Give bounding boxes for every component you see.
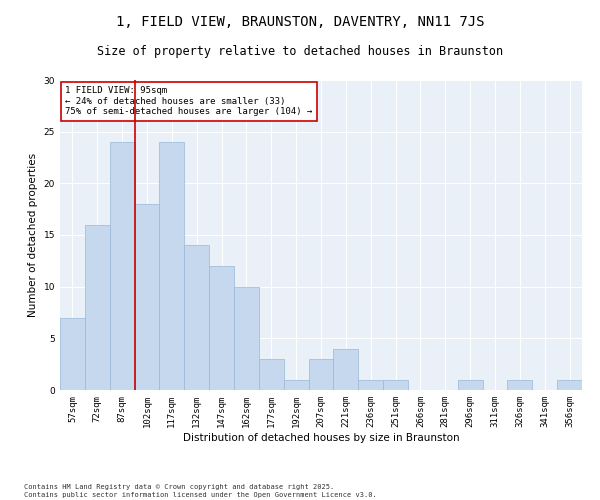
Bar (358, 380, 383, 390)
Bar (259, 359, 284, 390)
Bar (508, 380, 532, 390)
Bar (458, 380, 482, 390)
Bar (160, 142, 184, 390)
Bar (334, 348, 358, 390)
Bar (557, 380, 582, 390)
Text: 1 FIELD VIEW: 95sqm
← 24% of detached houses are smaller (33)
75% of semi-detach: 1 FIELD VIEW: 95sqm ← 24% of detached ho… (65, 86, 313, 116)
Text: Contains HM Land Registry data © Crown copyright and database right 2025.
Contai: Contains HM Land Registry data © Crown c… (24, 484, 377, 498)
Bar (209, 266, 234, 390)
Text: 1, FIELD VIEW, BRAUNSTON, DAVENTRY, NN11 7JS: 1, FIELD VIEW, BRAUNSTON, DAVENTRY, NN11… (116, 15, 484, 29)
Bar (85, 224, 110, 390)
Y-axis label: Number of detached properties: Number of detached properties (28, 153, 38, 317)
X-axis label: Distribution of detached houses by size in Braunston: Distribution of detached houses by size … (182, 432, 460, 442)
Bar (184, 246, 209, 390)
Bar (284, 380, 308, 390)
Bar (308, 359, 334, 390)
Bar (134, 204, 160, 390)
Bar (234, 286, 259, 390)
Bar (383, 380, 408, 390)
Bar (110, 142, 134, 390)
Text: Size of property relative to detached houses in Braunston: Size of property relative to detached ho… (97, 45, 503, 58)
Bar (60, 318, 85, 390)
